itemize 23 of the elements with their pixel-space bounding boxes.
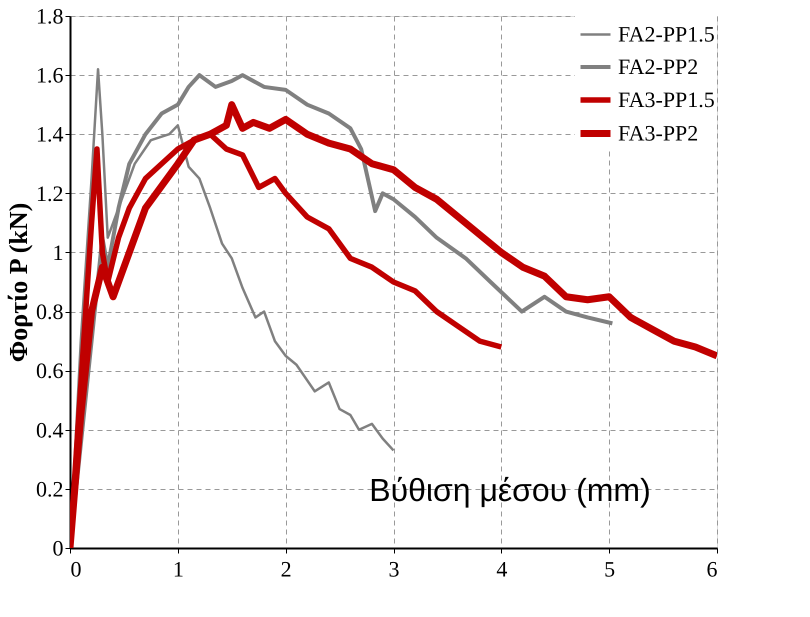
x-tick-label: 3: [388, 556, 400, 582]
x-tick-label: 1: [172, 556, 184, 582]
y-tick-label: 1.2: [36, 180, 64, 206]
y-axis-title: Φορτίο P (kN): [4, 202, 33, 362]
legend-label: FA2-PP1.5: [618, 22, 715, 46]
x-tick-label: 6: [706, 556, 718, 582]
y-tick-label: 0.6: [36, 358, 64, 384]
legend-label: FA3-PP2: [618, 120, 698, 146]
y-tick-label: 0.4: [36, 417, 64, 442]
x-tick-label: 0: [70, 556, 82, 582]
y-tick-label: 1.8: [36, 4, 64, 28]
x-tick-label: 4: [496, 556, 508, 582]
y-tick-label: 0: [52, 536, 64, 560]
x-axis-title: Βύθιση μέσου (mm): [369, 472, 651, 508]
legend-label: FA2-PP2: [618, 54, 698, 79]
legend-label: FA3-PP1.5: [618, 87, 715, 112]
x-tick-label: 5: [604, 556, 616, 582]
y-tick-label: 1.6: [36, 62, 64, 88]
y-tick-label: 1: [52, 240, 64, 265]
y-tick-label: 0.2: [36, 476, 64, 502]
x-tick-label: 2: [280, 556, 292, 582]
y-tick-label: 0.8: [36, 299, 64, 324]
y-tick-label: 1.4: [36, 122, 64, 147]
